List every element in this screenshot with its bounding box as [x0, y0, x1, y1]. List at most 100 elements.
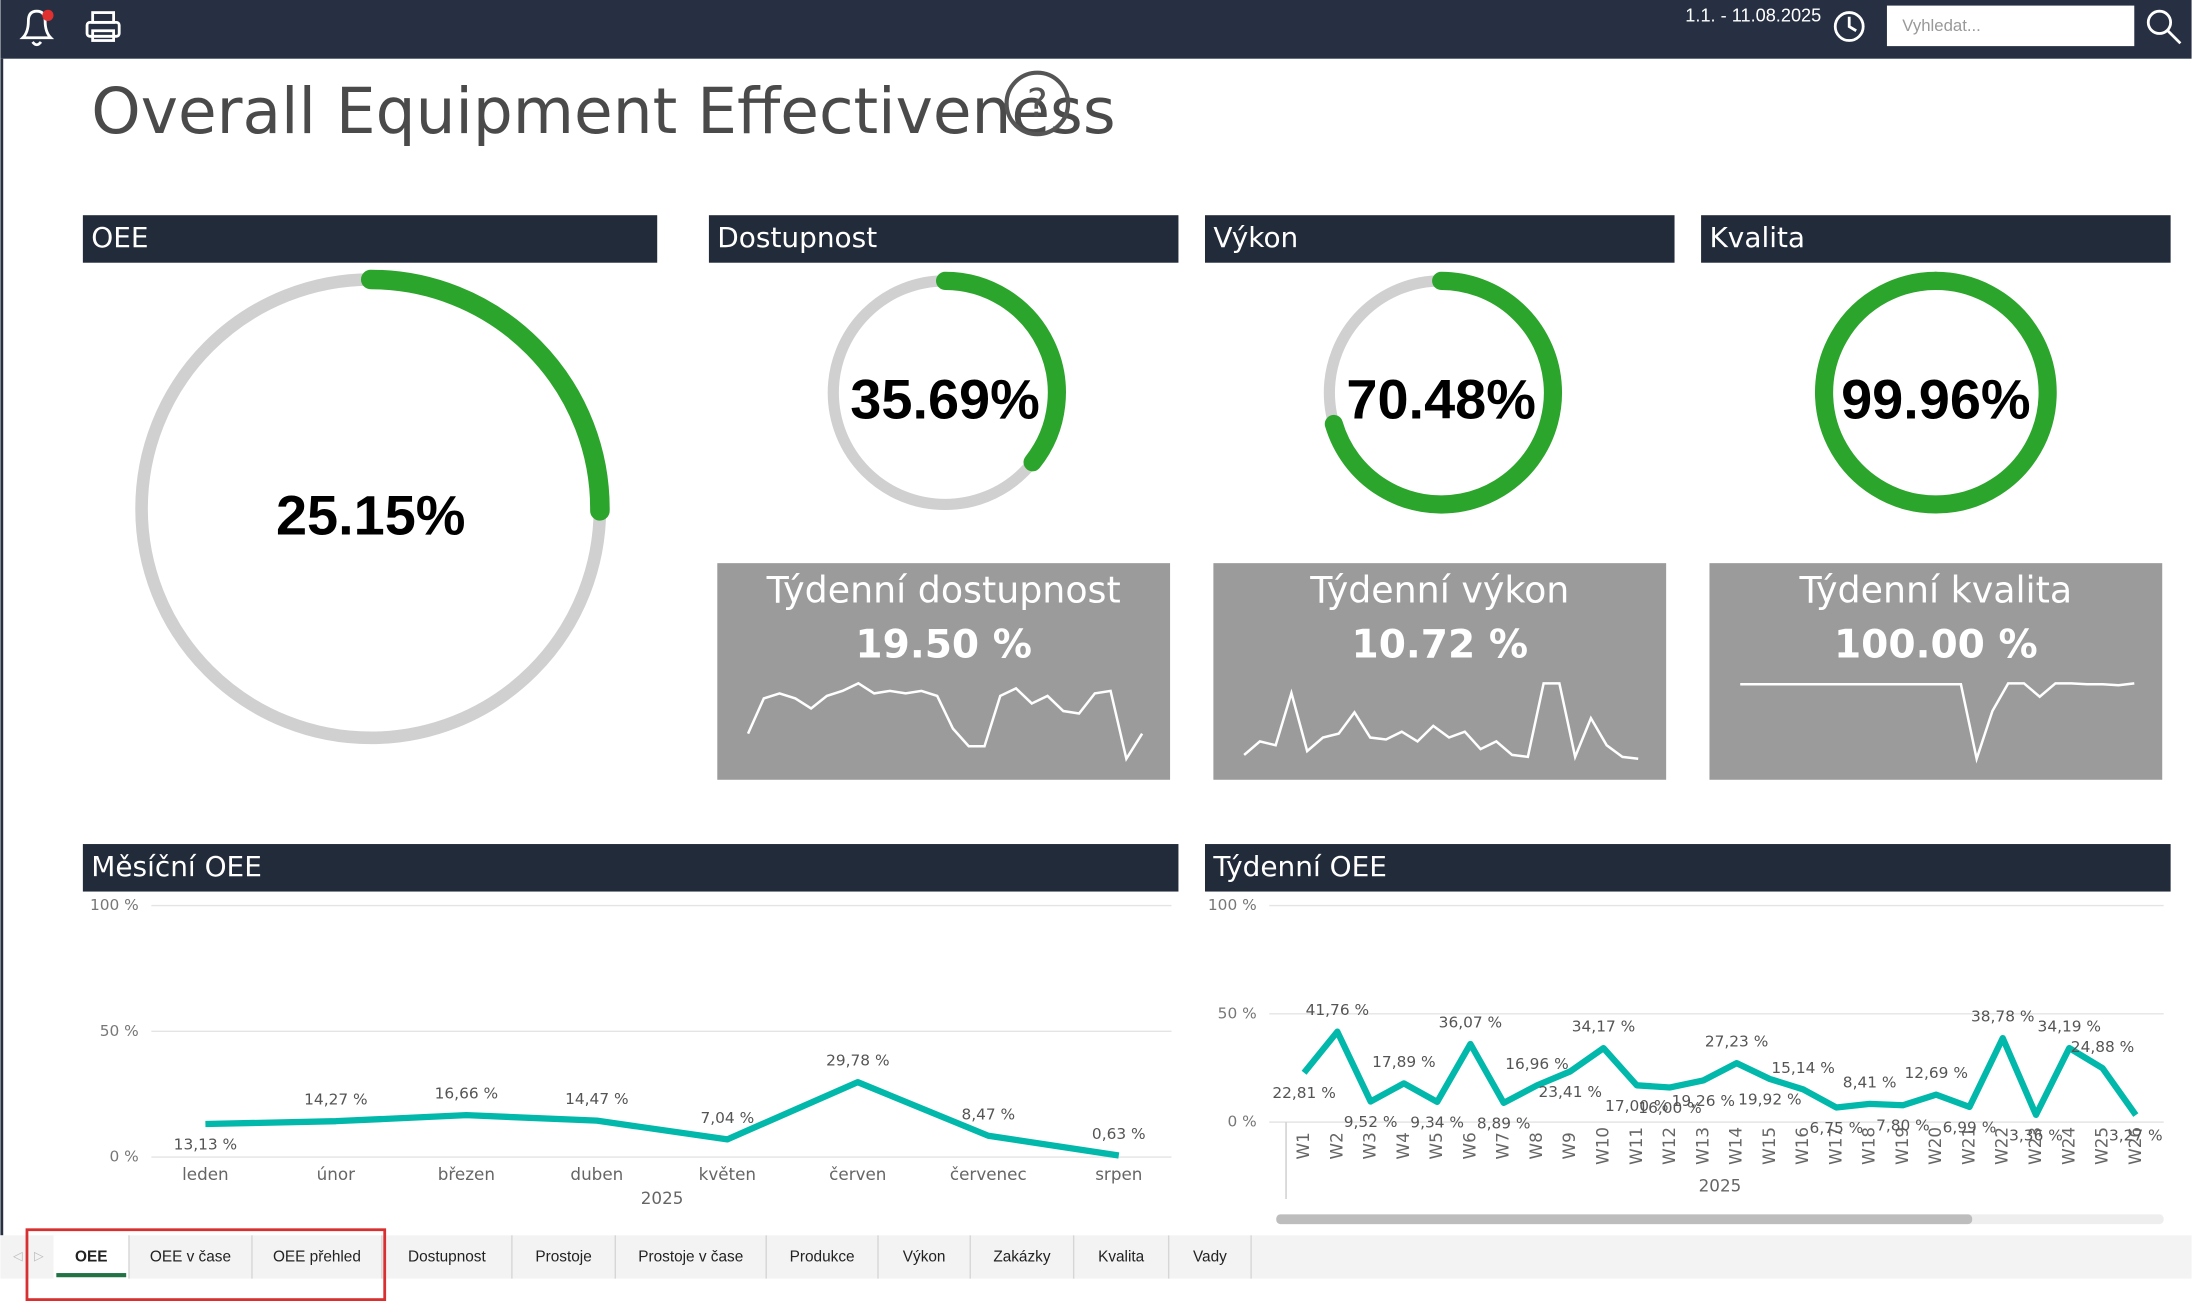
- tab-bar: [0, 1235, 2192, 1279]
- data-label: 3,27 %: [2109, 1127, 2163, 1145]
- line-series: [205, 1079, 1120, 1159]
- gauge-arc: [935, 271, 1066, 472]
- x-tick-label: W22: [1992, 1127, 2012, 1165]
- x-tick-label: W16: [1792, 1127, 1812, 1165]
- kpi-value: 10.72 %: [1352, 623, 1529, 668]
- bell-icon[interactable]: [19, 9, 55, 47]
- search-icon[interactable]: [2146, 9, 2182, 45]
- print-icon[interactable]: [85, 11, 121, 42]
- x-tick-label: W2: [1326, 1132, 1346, 1159]
- kpi-title: Týdenní výkon: [1309, 569, 1569, 612]
- x-tick-label: leden: [182, 1164, 229, 1184]
- x-tick-label: červenec: [950, 1164, 1027, 1184]
- sparkline: [1243, 682, 1639, 762]
- left-border: [0, 58, 4, 1236]
- panel-header: [82, 215, 658, 263]
- active-tab[interactable]: [53, 1235, 129, 1279]
- page-title: Overall Equipment Effectiveness: [91, 75, 1115, 148]
- kpi-value: 19.50 %: [855, 623, 1032, 668]
- x-tick-label: W9: [1559, 1132, 1579, 1159]
- y-tick-label: 100 %: [1208, 896, 1257, 914]
- sheet-tab[interactable]: OEE v čase: [150, 1249, 231, 1266]
- x-axis-label: 2025: [1699, 1175, 1742, 1195]
- y-tick-label: 50 %: [100, 1022, 139, 1040]
- x-tick-label: W5: [1426, 1132, 1446, 1159]
- data-label: 22,81 %: [1272, 1084, 1335, 1102]
- clock-icon[interactable]: [1833, 11, 1865, 42]
- x-tick-label: W20: [1925, 1127, 1945, 1165]
- x-tick-label: únor: [317, 1164, 355, 1184]
- data-label: 19,92 %: [1738, 1090, 1801, 1108]
- sheet-tab[interactable]: Vady: [1193, 1249, 1227, 1266]
- kpi-card: [1213, 563, 1667, 780]
- x-tick-label: W24: [2058, 1127, 2078, 1165]
- x-tick-label: březen: [438, 1164, 495, 1184]
- x-tick-label: W3: [1360, 1132, 1380, 1159]
- kpi-card: [717, 563, 1171, 780]
- sheet-tab[interactable]: OEE: [75, 1249, 107, 1266]
- gauge-arc: [1814, 271, 2057, 514]
- x-tick-label: W18: [1859, 1127, 1879, 1165]
- data-label: 34,17 %: [1572, 1018, 1635, 1036]
- sheet-tab[interactable]: OEE přehled: [273, 1249, 361, 1266]
- data-label: 27,23 %: [1705, 1033, 1768, 1051]
- sheet-tab[interactable]: Dostupnost: [408, 1249, 486, 1266]
- gauge-value: 70.48%: [1346, 368, 1536, 431]
- active-tab-underline: [56, 1273, 127, 1278]
- data-label: 34,19 %: [2038, 1018, 2101, 1036]
- data-label: 23,41 %: [1539, 1083, 1602, 1101]
- tab-scroll-right[interactable]: ▷: [34, 1248, 44, 1263]
- gauge-value: 99.96%: [1841, 368, 2031, 431]
- sheet-tab[interactable]: Výkon: [903, 1249, 946, 1266]
- sheet-tab[interactable]: Zakázky: [993, 1249, 1051, 1266]
- data-label: 8,47 %: [961, 1105, 1015, 1123]
- data-label: 17,89 %: [1372, 1053, 1435, 1071]
- panel-header: [1204, 844, 2171, 892]
- sheet-tab[interactable]: Prostoje: [535, 1249, 591, 1266]
- top-bar: [0, 0, 2192, 59]
- sheet-tab[interactable]: Prostoje v čase: [638, 1249, 743, 1266]
- panel-header: [1204, 215, 1675, 263]
- panel-header: [82, 844, 1179, 892]
- x-tick-label: červen: [829, 1164, 886, 1184]
- highlight-box: [25, 1228, 387, 1301]
- data-label: 19,26 %: [1672, 1092, 1735, 1110]
- x-tick-label: W19: [1892, 1127, 1912, 1165]
- data-label: 16,00 %: [1638, 1099, 1701, 1117]
- sheet-tab[interactable]: Produkce: [790, 1249, 855, 1266]
- data-label: 7,04 %: [700, 1109, 754, 1127]
- data-label: 6,75 %: [1810, 1119, 1864, 1137]
- kpi-value: 100.00 %: [1834, 623, 2038, 668]
- data-label: 15,14 %: [1771, 1059, 1834, 1077]
- tab-scroll-left[interactable]: ◁: [13, 1248, 23, 1263]
- date-range[interactable]: 1.1. - 11.08.2025: [1685, 6, 1821, 26]
- x-tick-label: W12: [1659, 1127, 1679, 1165]
- y-tick-label: 100 %: [90, 896, 139, 914]
- gauge-arc: [1324, 271, 1563, 514]
- panel-header: [708, 215, 1179, 263]
- data-label: 7,80 %: [1876, 1117, 1930, 1135]
- sheet-tab[interactable]: Kvalita: [1098, 1249, 1145, 1266]
- x-tick-label: W7: [1493, 1132, 1513, 1159]
- data-label: 36,07 %: [1439, 1014, 1502, 1032]
- data-label: 9,34 %: [1410, 1113, 1464, 1131]
- x-tick-label: W25: [2092, 1127, 2112, 1165]
- data-label: 3,36 %: [2009, 1126, 2063, 1144]
- data-label: 8,89 %: [1477, 1114, 1531, 1132]
- x-tick-label: květen: [699, 1164, 756, 1184]
- search-placeholder: Vyhledat...: [1902, 16, 1981, 35]
- scrollbar-thumb[interactable]: [1276, 1214, 1973, 1225]
- data-label: 13,13 %: [174, 1136, 237, 1154]
- panel-title: Týdenní OEE: [1212, 850, 1387, 883]
- help-icon[interactable]: ?: [1004, 70, 1071, 137]
- search-box[interactable]: [1886, 5, 2135, 47]
- data-label: 24,88 %: [2071, 1038, 2134, 1056]
- data-label: 8,41 %: [1843, 1073, 1897, 1091]
- panel-title: OEE: [91, 221, 148, 254]
- panel-title: Výkon: [1213, 221, 1298, 254]
- kpi-card: [1709, 563, 2163, 780]
- data-label: 17,00 %: [1605, 1097, 1668, 1115]
- x-tick-label: W11: [1626, 1127, 1646, 1165]
- data-label: 29,78 %: [826, 1052, 889, 1070]
